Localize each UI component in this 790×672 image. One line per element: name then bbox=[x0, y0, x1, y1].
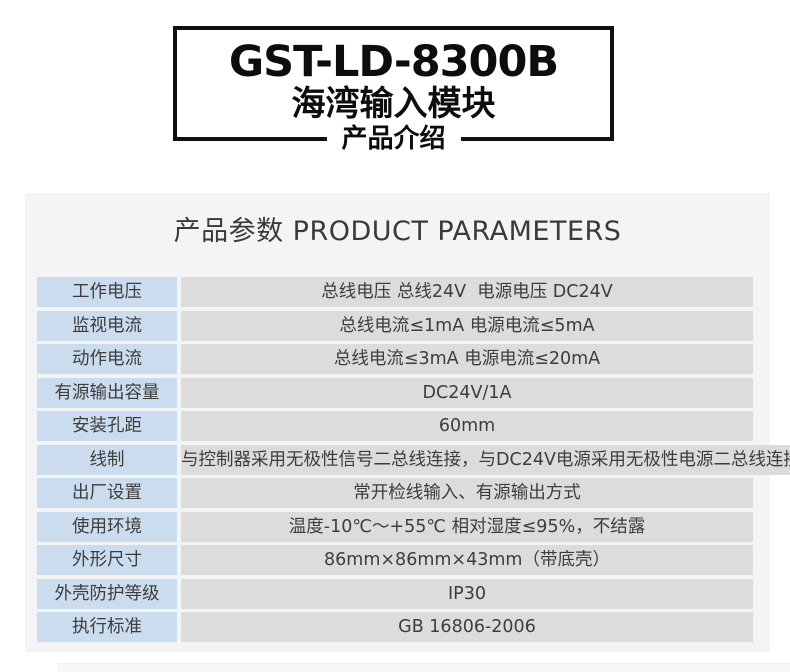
spec-label-cell: 执行标准 bbox=[37, 612, 177, 642]
product-parameters-panel: 产品参数 PRODUCT PARAMETERS 工作电压 总线电压 总线24V … bbox=[25, 193, 790, 652]
spec-label-cell: 工作电压 bbox=[37, 277, 177, 307]
spec-label-cell: 监视电流 bbox=[37, 310, 177, 341]
table-row: 监视电流 总线电流≤1mA 电源电流≤5mA bbox=[37, 310, 753, 341]
spec-label-cell: 外壳防护等级 bbox=[37, 578, 177, 609]
spec-value-cell: 总线电压 总线24V 电源电压 DC24V bbox=[181, 277, 753, 307]
spec-label-cell: 出厂设置 bbox=[37, 478, 177, 508]
product-intro-badge: 产品介绍 bbox=[326, 124, 461, 155]
table-row: 使用环境 温度-10℃～+55℃ 相对湿度≤95%，不结露 bbox=[37, 511, 753, 542]
table-row: 动作电流 总线电流≤3mA 电源电流≤20mA bbox=[37, 344, 753, 374]
title-box: GST-LD-8300B 海湾输入模块 产品介绍 bbox=[173, 26, 614, 155]
table-row: 工作电压 总线电压 总线24V 电源电压 DC24V bbox=[37, 277, 753, 307]
spec-value-cell: 86mm×86mm×43mm（带底壳） bbox=[181, 545, 753, 575]
spec-label-cell: 有源输出容量 bbox=[37, 377, 177, 408]
spec-label-cell: 使用环境 bbox=[37, 511, 177, 542]
product-name-title: 海湾输入模块 bbox=[291, 84, 496, 124]
table-row: 执行标准 GB 16806-2006 bbox=[37, 612, 753, 642]
spec-value-cell: GB 16806-2006 bbox=[181, 612, 753, 642]
section-heading: 产品参数 PRODUCT PARAMETERS bbox=[173, 216, 622, 247]
table-row: 出厂设置 常开检线输入、有源输出方式 bbox=[37, 478, 753, 508]
table-row: 外壳防护等级 IP30 bbox=[37, 578, 753, 609]
spec-value-cell: 总线电流≤3mA 电源电流≤20mA bbox=[181, 344, 753, 374]
spec-value-cell: IP30 bbox=[181, 578, 753, 609]
table-row: 外形尺寸 86mm×86mm×43mm（带底壳） bbox=[37, 545, 753, 575]
spec-label-cell: 线制 bbox=[37, 444, 177, 475]
table-row: 安装孔距 60mm bbox=[37, 411, 753, 441]
spec-value-cell: 60mm bbox=[181, 411, 753, 441]
spec-table: 工作电压 总线电压 总线24V 电源电压 DC24V 监视电流 总线电流≤1mA… bbox=[37, 277, 790, 642]
spec-value-cell: 总线电流≤1mA 电源电流≤5mA bbox=[181, 310, 753, 341]
next-section-edge bbox=[57, 663, 790, 672]
spec-label-cell: 动作电流 bbox=[37, 344, 177, 374]
table-row: 线制 与控制器采用无极性信号二总线连接，与DC24V电源采用无极性电源二总线连接 bbox=[37, 444, 790, 475]
spec-value-cell: 常开检线输入、有源输出方式 bbox=[181, 478, 753, 508]
spec-label-cell: 安装孔距 bbox=[37, 411, 177, 441]
product-model-title: GST-LD-8300B bbox=[228, 37, 559, 87]
spec-value-cell: 温度-10℃～+55℃ 相对湿度≤95%，不结露 bbox=[181, 511, 753, 542]
spec-label-cell: 外形尺寸 bbox=[37, 545, 177, 575]
spec-value-cell: DC24V/1A bbox=[181, 377, 753, 408]
spec-value-cell: 与控制器采用无极性信号二总线连接，与DC24V电源采用无极性电源二总线连接 bbox=[181, 444, 790, 475]
table-row: 有源输出容量 DC24V/1A bbox=[37, 377, 753, 408]
